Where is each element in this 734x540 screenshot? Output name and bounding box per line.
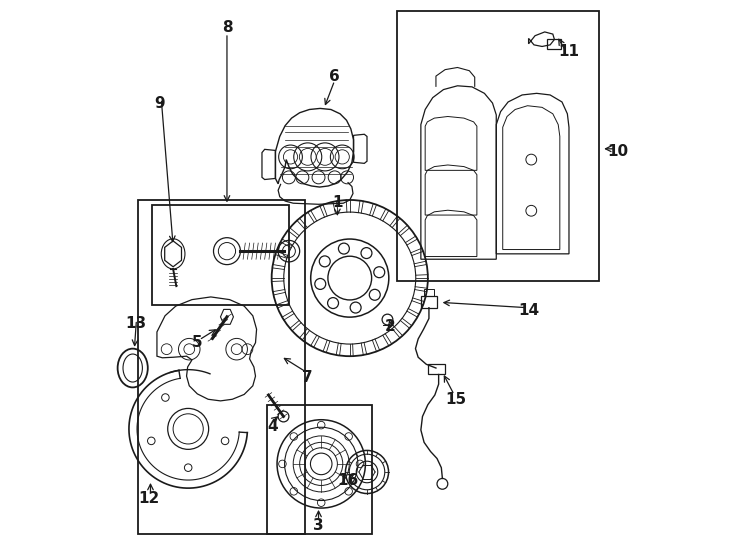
Text: 5: 5 <box>192 335 203 350</box>
Text: 11: 11 <box>559 44 579 59</box>
Text: 9: 9 <box>154 96 165 111</box>
Bar <box>428 364 445 375</box>
Text: 12: 12 <box>138 491 159 507</box>
Bar <box>396 11 599 281</box>
Text: 2: 2 <box>385 319 396 334</box>
Text: 13: 13 <box>125 316 146 332</box>
Text: 1: 1 <box>332 195 343 210</box>
Text: 4: 4 <box>267 418 278 434</box>
Text: 8: 8 <box>222 20 232 35</box>
Bar <box>424 289 435 296</box>
Text: 7: 7 <box>302 370 313 385</box>
Bar <box>548 39 561 49</box>
Text: 3: 3 <box>313 518 324 534</box>
Text: 14: 14 <box>518 303 539 318</box>
Bar <box>151 205 289 305</box>
Bar <box>267 404 372 534</box>
Text: 10: 10 <box>607 144 628 159</box>
Text: 16: 16 <box>338 472 359 488</box>
Bar <box>421 296 437 308</box>
Text: 6: 6 <box>330 69 340 84</box>
Text: 15: 15 <box>446 392 466 407</box>
Bar <box>138 200 305 534</box>
